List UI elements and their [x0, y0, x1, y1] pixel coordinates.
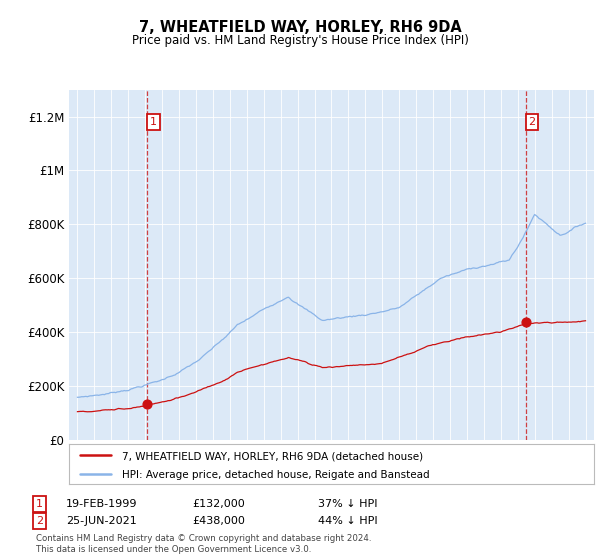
Text: 2: 2	[36, 516, 43, 526]
Text: 1: 1	[150, 117, 157, 127]
Text: 7, WHEATFIELD WAY, HORLEY, RH6 9DA (detached house): 7, WHEATFIELD WAY, HORLEY, RH6 9DA (deta…	[121, 451, 422, 461]
Text: 37% ↓ HPI: 37% ↓ HPI	[318, 499, 377, 509]
Text: £438,000: £438,000	[192, 516, 245, 526]
Point	[521, 317, 531, 326]
Point	[143, 400, 152, 409]
Text: £132,000: £132,000	[192, 499, 245, 509]
Text: 7, WHEATFIELD WAY, HORLEY, RH6 9DA: 7, WHEATFIELD WAY, HORLEY, RH6 9DA	[139, 20, 461, 35]
Text: 19-FEB-1999: 19-FEB-1999	[66, 499, 137, 509]
Text: Price paid vs. HM Land Registry's House Price Index (HPI): Price paid vs. HM Land Registry's House …	[131, 34, 469, 46]
Text: Contains HM Land Registry data © Crown copyright and database right 2024.
This d: Contains HM Land Registry data © Crown c…	[36, 534, 371, 554]
Text: 2: 2	[529, 117, 536, 127]
Text: HPI: Average price, detached house, Reigate and Banstead: HPI: Average price, detached house, Reig…	[121, 470, 429, 480]
Text: 25-JUN-2021: 25-JUN-2021	[66, 516, 137, 526]
Text: 44% ↓ HPI: 44% ↓ HPI	[318, 516, 377, 526]
Text: 1: 1	[36, 499, 43, 509]
